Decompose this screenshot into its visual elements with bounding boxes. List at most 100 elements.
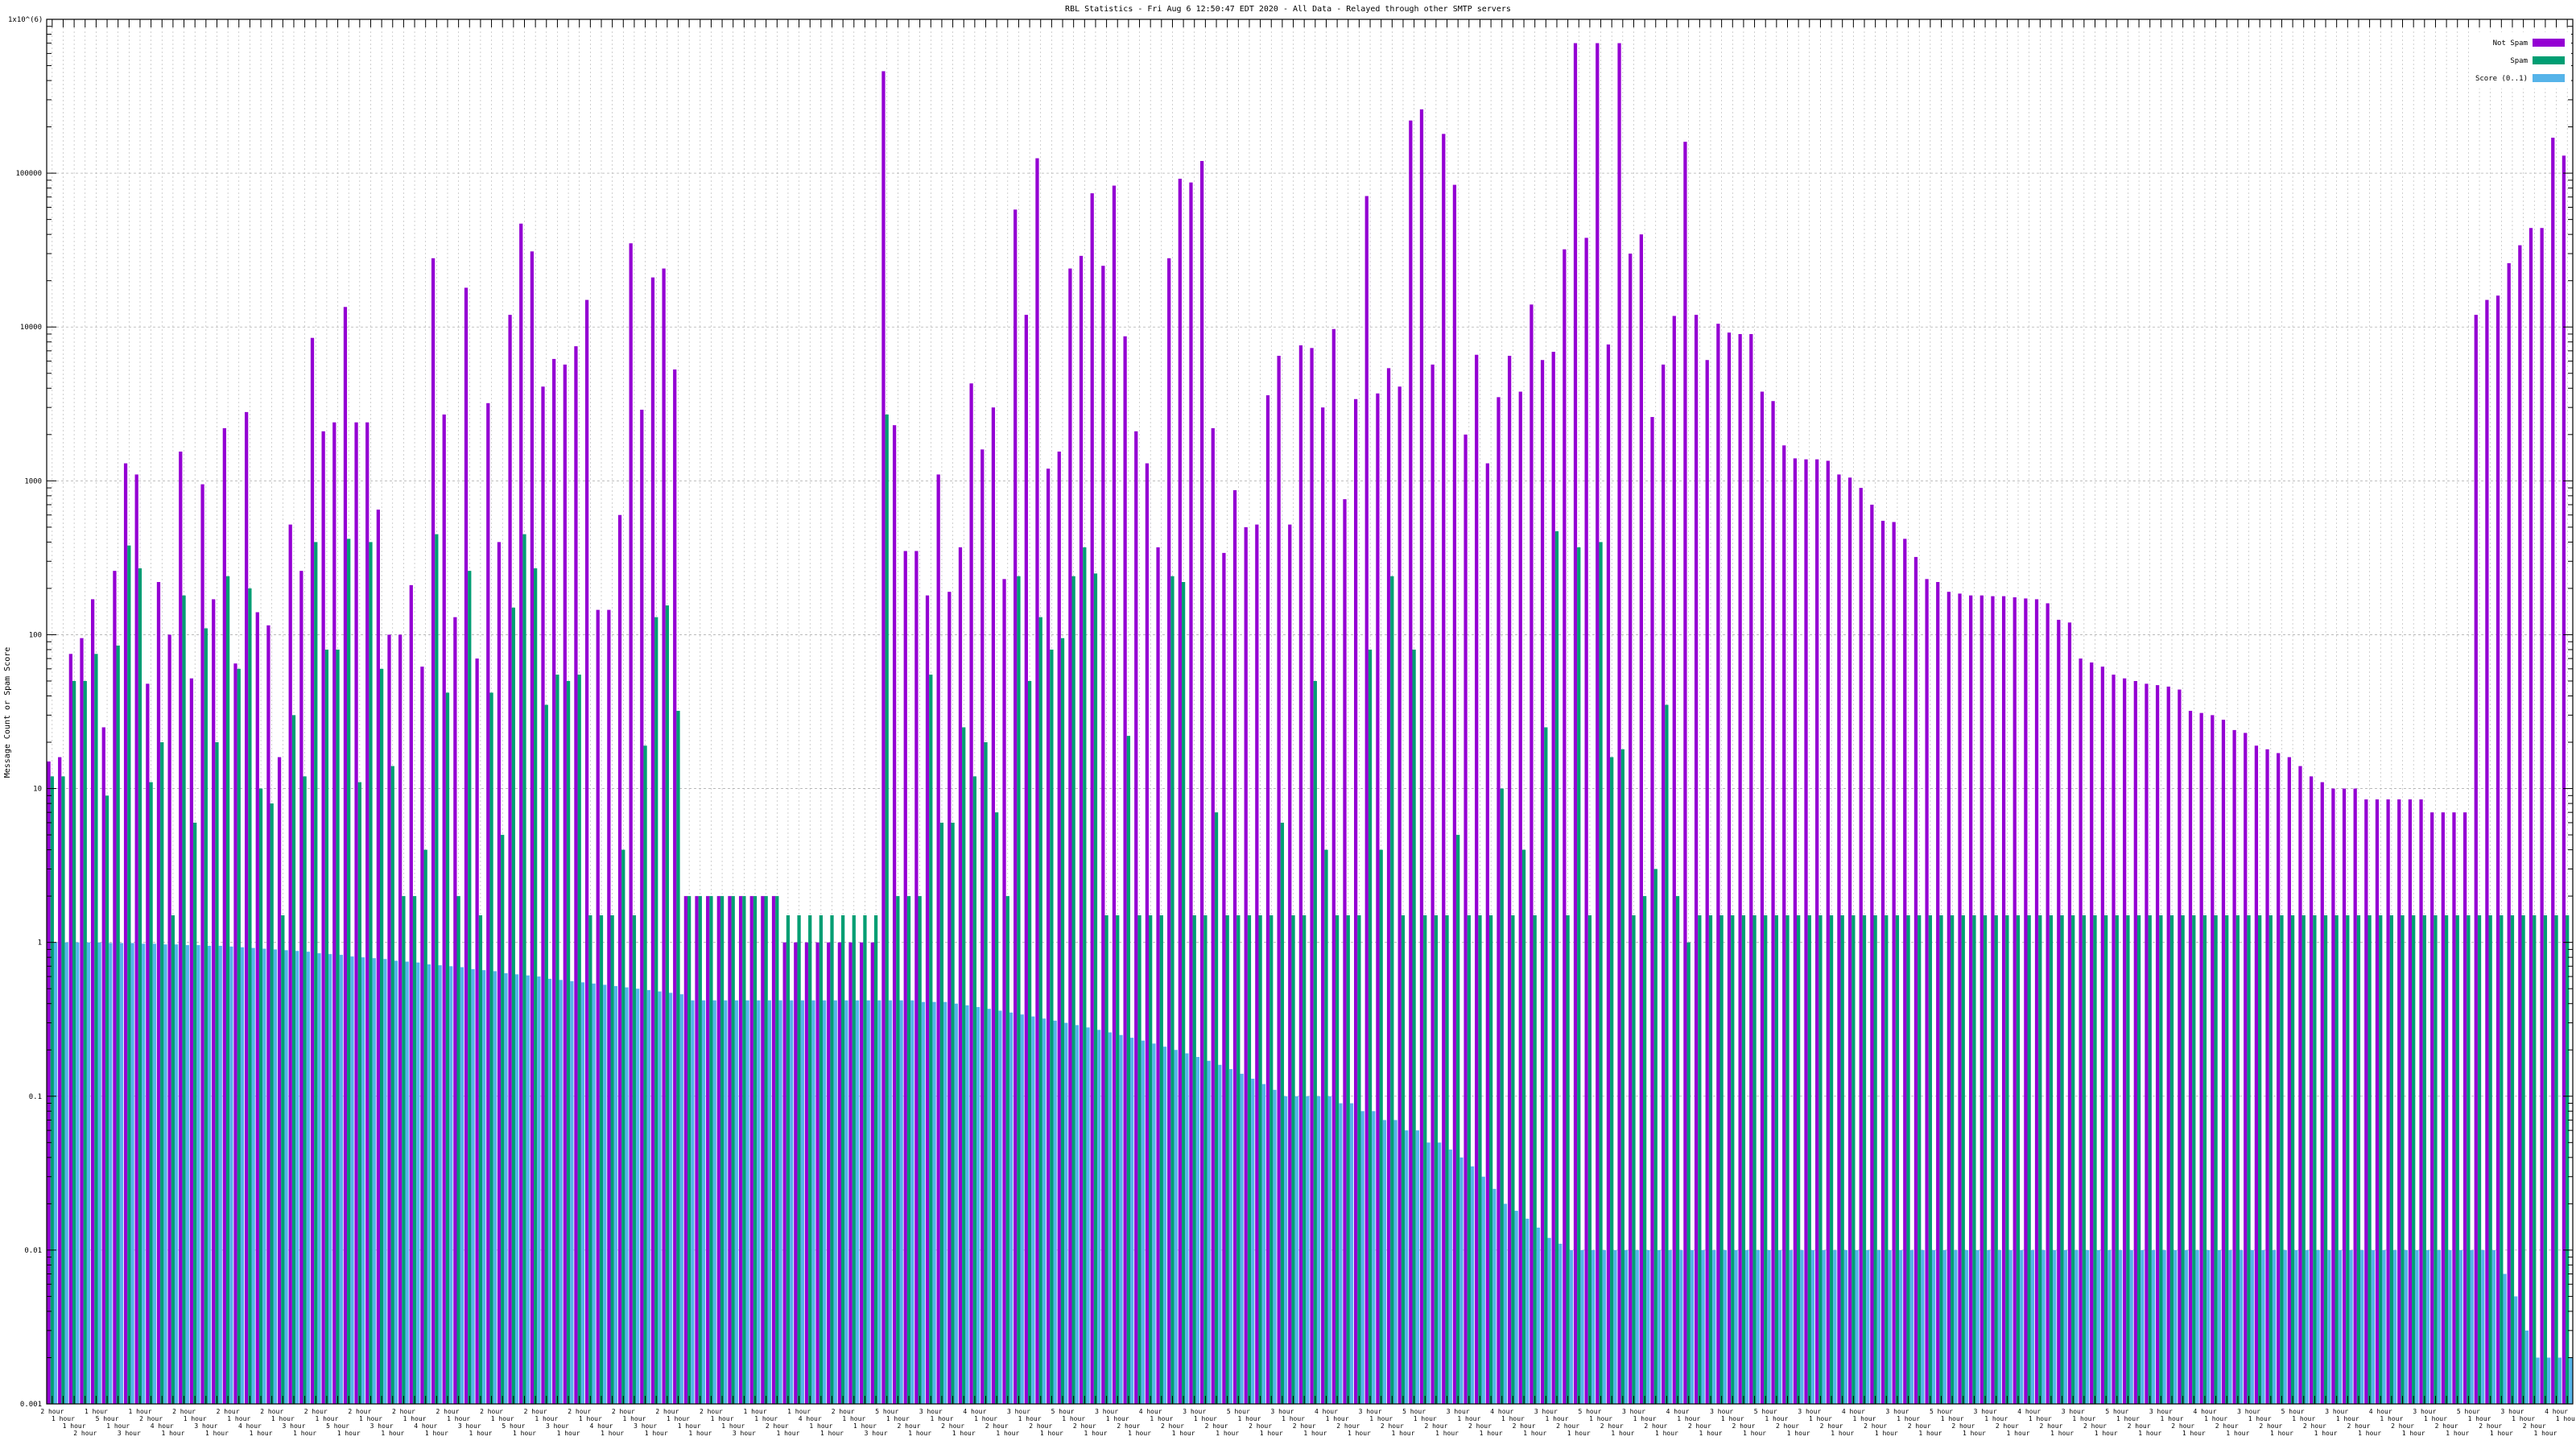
bar-not-spam	[1463, 434, 1468, 1404]
bar-not-spam	[1321, 407, 1325, 1404]
bar-not-spam	[1826, 460, 1830, 1405]
bar-not-spam	[1211, 427, 1215, 1404]
bar-score	[2118, 1249, 2123, 1404]
bar-spam	[1620, 749, 1624, 1404]
bar-spam	[1665, 704, 1669, 1404]
x-tick-label: 1 hour	[337, 1430, 361, 1437]
bar-score	[2020, 1249, 2024, 1404]
bar-score	[921, 1001, 926, 1404]
bar-spam	[2323, 915, 2328, 1404]
bar-not-spam	[2353, 788, 2357, 1404]
x-tick-label: 1 hour	[1040, 1430, 1063, 1437]
x-tick-label: 2 hour	[1073, 1422, 1096, 1430]
bar-score	[1349, 1103, 1354, 1404]
x-tick-label: 1 hour	[996, 1430, 1019, 1437]
bar-spam	[2379, 915, 2383, 1404]
bar-not-spam	[1870, 504, 1874, 1405]
bar-score	[1975, 1249, 1979, 1404]
legend-swatch-spam	[2533, 56, 2565, 64]
x-tick-label: 2 hour	[1732, 1422, 1755, 1430]
legend-swatch-score	[2533, 74, 2565, 82]
x-tick-label: 1 hour	[1480, 1430, 1503, 1437]
bar-spam	[1071, 576, 1075, 1404]
y-tick-label: 100000	[15, 170, 42, 178]
bar-spam	[149, 782, 153, 1404]
x-tick-label: 1 hour	[1963, 1430, 1986, 1437]
bar-spam	[830, 915, 834, 1404]
bar-spam	[1675, 896, 1680, 1404]
x-tick-label: 1 hour	[974, 1415, 997, 1422]
bar-spam	[2488, 915, 2492, 1404]
bar-not-spam	[1639, 234, 1643, 1404]
bar-score	[613, 985, 618, 1404]
x-tick-label: 1 hour	[754, 1415, 778, 1422]
x-tick-label: 1 hour	[952, 1430, 976, 1437]
bar-score	[1547, 1237, 1551, 1404]
x-tick-label: 4 hour	[1842, 1408, 1865, 1415]
x-tick-label: 1 hour	[1194, 1415, 1217, 1422]
bar-not-spam	[1035, 158, 1039, 1405]
bar-score	[1251, 1079, 1255, 1404]
bar-score	[240, 947, 245, 1404]
bar-not-spam	[1738, 333, 1742, 1405]
x-tick-label: 1 hour	[1084, 1430, 1107, 1437]
bar-not-spam	[1782, 445, 1786, 1404]
bar-not-spam	[2232, 729, 2236, 1404]
x-tick-label: 1 hour	[842, 1415, 865, 1422]
x-tick-label: 1 hour	[1765, 1415, 1788, 1422]
bar-spam	[632, 915, 637, 1404]
x-tick-label: 1 hour	[1831, 1430, 1854, 1437]
x-tick-label: 1 hour	[1369, 1415, 1393, 1422]
y-tick-label: 0.01	[24, 1247, 42, 1255]
bar-score	[361, 957, 365, 1404]
bar-spam	[1939, 915, 1943, 1404]
bar-spam	[1653, 869, 1657, 1404]
bar-not-spam	[2100, 667, 2105, 1404]
bar-spam	[2136, 915, 2141, 1404]
x-tick-label: 1 hour	[667, 1415, 690, 1422]
bar-score	[2261, 1249, 2265, 1404]
bar-not-spam	[584, 299, 589, 1404]
x-tick-label: 1 hour	[227, 1415, 250, 1422]
bar-spam	[2225, 915, 2229, 1404]
bar-spam	[1906, 915, 1910, 1404]
bar-not-spam	[2397, 799, 2401, 1404]
x-tick-label: 3 hour	[1710, 1408, 1733, 1415]
x-tick-label: 2 hour	[217, 1408, 240, 1415]
bar-not-spam	[1002, 579, 1006, 1404]
x-tick-label: 1 hour	[2336, 1415, 2359, 1422]
y-tick-label: 1	[38, 939, 42, 947]
x-tick-label: 5 hour	[875, 1408, 898, 1415]
bar-spam	[2401, 915, 2405, 1404]
bar-score	[2481, 1249, 2485, 1404]
bar-spam	[412, 896, 417, 1404]
bar-spam	[610, 915, 614, 1404]
x-tick-label: 3 hour	[1885, 1408, 1909, 1415]
bar-score	[1843, 1249, 1848, 1404]
bar-not-spam	[1277, 355, 1281, 1405]
x-tick-label: 1 hour	[2490, 1430, 2513, 1437]
x-tick-label: 1 hour	[744, 1408, 767, 1415]
legend-swatch-not-spam	[2533, 39, 2565, 47]
bar-spam	[522, 534, 526, 1404]
plot-border	[46, 19, 2574, 1405]
bar-score	[2470, 1249, 2474, 1404]
x-tick-label: 1 hour	[2424, 1415, 2447, 1422]
bar-spam	[2313, 915, 2317, 1404]
x-tick-label: 2 hour	[2479, 1422, 2502, 1430]
x-tick-label: 4 hour	[1315, 1408, 1338, 1415]
bar-score	[1997, 1249, 2002, 1404]
bar-spam	[1357, 915, 1361, 1404]
bar-score	[1954, 1249, 1958, 1404]
x-tick-label: 4 hour	[2193, 1408, 2216, 1415]
x-tick-label: 1 hour	[1303, 1430, 1327, 1437]
x-tick-label: 1 hour	[1633, 1415, 1657, 1422]
bar-score	[1185, 1053, 1189, 1404]
y-axis-top-label: 1x10^(6)	[8, 16, 43, 24]
x-tick-label: 3 hour	[2501, 1408, 2524, 1415]
x-tick-label: 1 hour	[820, 1430, 844, 1437]
bar-spam	[445, 692, 450, 1404]
x-tick-label: 1 hour	[2029, 1415, 2052, 1422]
x-tick-label: 1 hour	[853, 1422, 877, 1430]
x-tick-label: 2 hour	[436, 1408, 460, 1415]
